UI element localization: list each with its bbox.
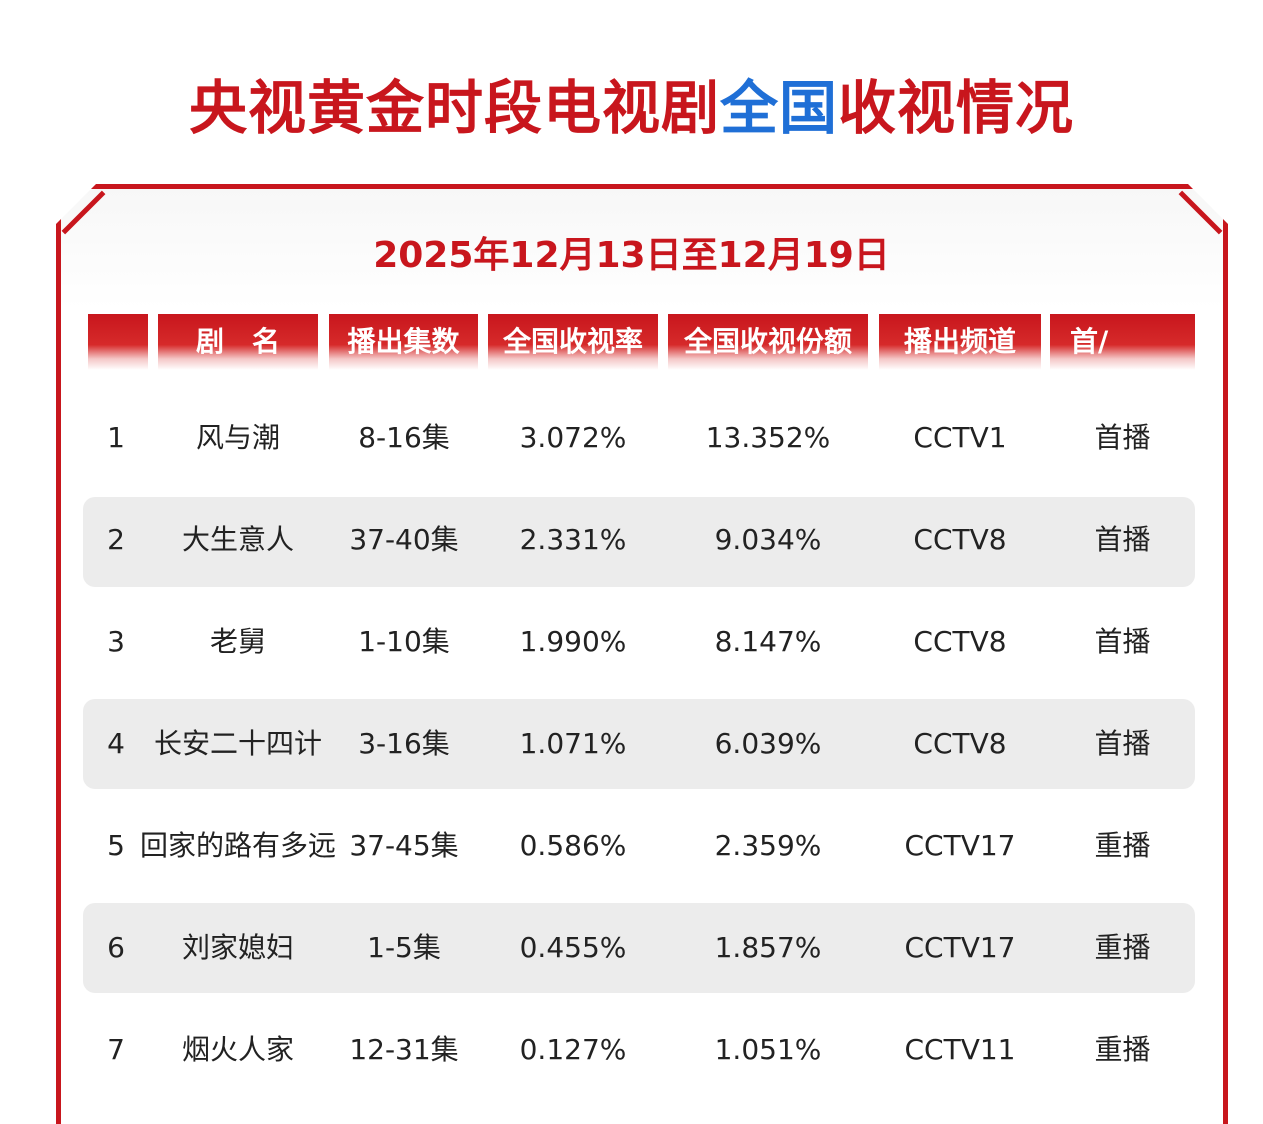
- channel-cell: CCTV17: [904, 829, 1016, 862]
- channel-cell: CCTV8: [913, 625, 1007, 658]
- header-name: 剧 名: [158, 314, 318, 370]
- rating-cell: 3.072%: [519, 421, 627, 454]
- header-channel-label: 播出频道: [903, 325, 1016, 358]
- table-row: 2 大生意人 37-40集 2.331% 9.034% CCTV8 首播: [83, 489, 1195, 591]
- rank-cell: 5: [107, 829, 125, 862]
- drama-name-cell: 烟火人家: [181, 1033, 294, 1066]
- share-cell: 9.034%: [714, 523, 822, 556]
- channel-cell: CCTV8: [913, 727, 1007, 760]
- episodes-cell: 12-31集: [349, 1033, 459, 1066]
- channel-cell: CCTV11: [904, 1033, 1016, 1066]
- broadcast-type-cell: 首播: [1094, 727, 1151, 760]
- header-episodes-label: 播出集数: [347, 325, 460, 358]
- rating-cell: 1.990%: [519, 625, 627, 658]
- rating-cell: 1.071%: [519, 727, 627, 760]
- table-row: 1 风与潮 8-16集 3.072% 13.352% CCTV1 首播: [83, 387, 1195, 489]
- header-rating: 全国收视率: [488, 314, 658, 370]
- title-part-1: 央视黄金时段电视剧: [188, 74, 720, 142]
- rating-cell: 0.127%: [519, 1033, 627, 1066]
- drama-name-cell: 老舅: [209, 625, 266, 658]
- header-episodes: 播出集数: [329, 314, 478, 370]
- broadcast-type-cell: 重播: [1094, 829, 1151, 862]
- rank-cell: 3: [107, 625, 125, 658]
- share-cell: 13.352%: [705, 421, 831, 454]
- rank-cell: 6: [107, 931, 125, 964]
- share-cell: 1.857%: [714, 931, 822, 964]
- rating-cell: 0.455%: [519, 931, 627, 964]
- drama-name-cell: 风与潮: [195, 421, 280, 454]
- header-rank: [88, 314, 148, 370]
- header-premiere-label: 首/: [1070, 325, 1109, 358]
- drama-name-cell: 长安二十四计: [153, 727, 322, 760]
- table-row: 7 烟火人家 12-31集 0.127% 1.051% CCTV11 重播: [83, 999, 1195, 1101]
- rank-cell: 2: [107, 523, 125, 556]
- row-band: [83, 699, 1195, 789]
- page-title: 央视黄金时段电视剧全国收视情况: [0, 70, 1263, 146]
- table-row: 5 回家的路有多远 37-45集 0.586% 2.359% CCTV17 重播: [83, 795, 1195, 897]
- episodes-cell: 8-16集: [358, 421, 450, 454]
- drama-name-cell: 回家的路有多远: [139, 829, 336, 862]
- rank-cell: 7: [107, 1033, 125, 1066]
- title-part-2: 全国: [719, 74, 838, 142]
- channel-cell: CCTV1: [913, 421, 1007, 454]
- channel-cell: CCTV17: [904, 931, 1016, 964]
- share-cell: 1.051%: [714, 1033, 822, 1066]
- row-band: [83, 903, 1195, 993]
- table-row: 6 刘家媳妇 1-5集 0.455% 1.857% CCTV17 重播: [83, 897, 1195, 999]
- header-channel: 播出频道: [879, 314, 1041, 370]
- row-band: [83, 497, 1195, 587]
- table-row: 3 老舅 1-10集 1.990% 8.147% CCTV8 首播: [83, 591, 1195, 693]
- episodes-cell: 1-10集: [358, 625, 450, 658]
- channel-cell: CCTV8: [913, 523, 1007, 556]
- rating-cell: 0.586%: [519, 829, 627, 862]
- episodes-cell: 3-16集: [358, 727, 450, 760]
- episodes-cell: 37-45集: [349, 829, 459, 862]
- broadcast-type-cell: 首播: [1094, 421, 1151, 454]
- share-cell: 2.359%: [714, 829, 822, 862]
- table-row: 4 长安二十四计 3-16集 1.071% 6.039% CCTV8 首播: [83, 693, 1195, 795]
- rank-cell: 1: [107, 421, 125, 454]
- episodes-cell: 37-40集: [349, 523, 459, 556]
- rank-cell: 4: [107, 727, 125, 760]
- broadcast-type-cell: 首播: [1094, 523, 1151, 556]
- date-range: 2025年12月13日至12月19日: [373, 235, 890, 276]
- broadcast-type-cell: 重播: [1094, 1033, 1151, 1066]
- share-cell: 8.147%: [714, 625, 822, 658]
- header-share: 全国收视份额: [668, 314, 868, 370]
- episodes-cell: 1-5集: [367, 931, 441, 964]
- share-cell: 6.039%: [714, 727, 822, 760]
- header-share-label: 全国收视份额: [683, 325, 852, 358]
- broadcast-type-cell: 重播: [1094, 931, 1151, 964]
- header-premiere: 首/: [1050, 314, 1195, 370]
- drama-name-cell: 大生意人: [181, 523, 294, 556]
- header-rating-label: 全国收视率: [502, 325, 643, 358]
- broadcast-type-cell: 首播: [1094, 625, 1151, 658]
- drama-name-cell: 刘家媳妇: [181, 931, 294, 964]
- title-part-3: 收视情况: [838, 74, 1075, 142]
- rating-cell: 2.331%: [519, 523, 627, 556]
- header-name-label: 剧 名: [195, 325, 280, 358]
